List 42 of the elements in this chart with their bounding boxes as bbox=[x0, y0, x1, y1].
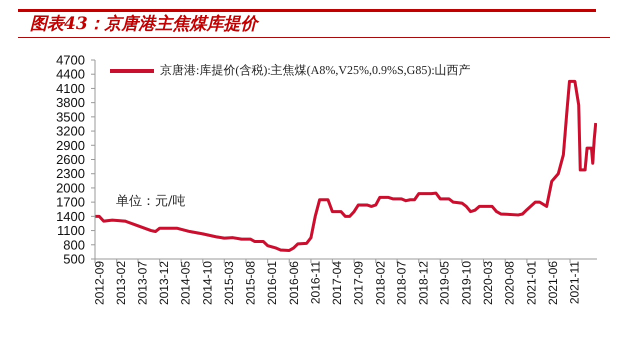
y-tick-label: 2900 bbox=[56, 138, 85, 153]
x-tick-label: 2016-06 bbox=[286, 260, 301, 306]
x-tick-label: 2013-02 bbox=[114, 260, 128, 306]
x-tick-label: 2017-04 bbox=[330, 260, 344, 306]
x-tick-label: 2019-05 bbox=[438, 260, 452, 306]
x-tick-label: 2013-12 bbox=[157, 260, 172, 306]
annotation: 单位：元/吨 bbox=[116, 193, 186, 210]
x-tick-label: 2015-08 bbox=[243, 260, 258, 306]
x-tick-label: 2021-01 bbox=[524, 260, 538, 306]
chart-title: 图表43：京唐港主焦煤库提价 bbox=[30, 13, 258, 35]
y-tick-label: 1100 bbox=[57, 223, 85, 238]
y-tick-label: 3200 bbox=[56, 124, 85, 139]
x-tick-label: 2019-10 bbox=[459, 260, 474, 306]
y-tick-label: 4100 bbox=[56, 80, 85, 96]
x-tick-label: 2021-11 bbox=[568, 260, 582, 304]
y-tick-label: 1400 bbox=[56, 208, 85, 224]
y-tick-label: 2000 bbox=[56, 180, 85, 196]
x-tick-label: 2017-09 bbox=[352, 260, 366, 306]
x-tick-label: 2016-01 bbox=[265, 260, 280, 306]
y-tick-label: 1700 bbox=[56, 194, 85, 210]
x-tick-label: 2018-02 bbox=[373, 260, 388, 306]
x-tick-label: 2014-10 bbox=[200, 260, 214, 306]
y-tick-label: 2600 bbox=[56, 152, 85, 167]
x-tick-label: 2013-07 bbox=[136, 260, 150, 306]
x-tick-label: 2016-11 bbox=[308, 260, 322, 304]
x-tick-label: 2021-06 bbox=[546, 260, 560, 306]
x-tick-label: 2015-03 bbox=[222, 260, 236, 306]
y-tick-label: 2300 bbox=[56, 166, 85, 182]
line-series bbox=[95, 80, 597, 252]
legend-label: 京唐港:库提价(含税):主焦煤(A8%,V25%,0.9%S,G85):山西产 bbox=[160, 62, 471, 79]
x-tick-label: 2018-12 bbox=[416, 260, 430, 306]
x-tick-label: 2020-08 bbox=[502, 260, 517, 306]
y-tick-label: 800 bbox=[63, 237, 85, 252]
y-tick-label: 3500 bbox=[56, 109, 85, 124]
x-tick-label: 2018-07 bbox=[394, 260, 409, 306]
x-tick-label: 2020-03 bbox=[481, 260, 496, 306]
x-tick-label: 2012-09 bbox=[92, 260, 107, 306]
y-tick-label: 4400 bbox=[56, 66, 85, 82]
y-tick-label: 3800 bbox=[56, 95, 85, 110]
y-tick-label: 4700 bbox=[56, 52, 85, 68]
y-tick-label: 500 bbox=[63, 252, 85, 266]
x-tick-label: 2014-05 bbox=[178, 260, 193, 306]
